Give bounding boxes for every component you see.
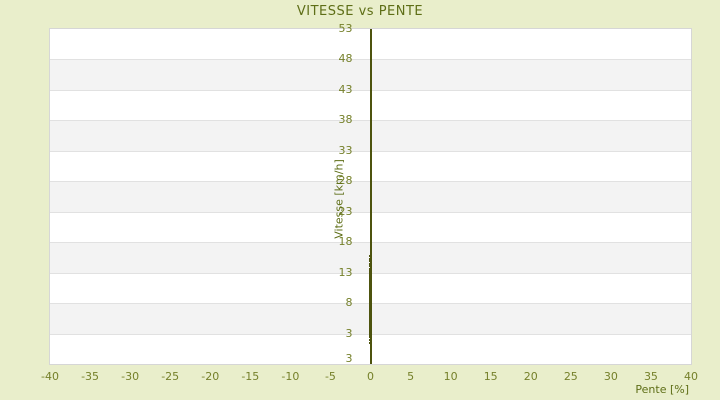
scatter-point xyxy=(369,339,372,342)
y-tick-label: 8 xyxy=(345,296,353,310)
scatter-point xyxy=(369,260,372,263)
x-tick-label: -10 xyxy=(281,370,300,383)
x-tick-label: -20 xyxy=(201,370,220,383)
y-tick-label: 18 xyxy=(338,235,353,249)
x-tick-label: -40 xyxy=(41,370,59,383)
scatter-point xyxy=(369,264,372,267)
y-tick-label: 28 xyxy=(338,174,353,188)
scatter-point xyxy=(369,262,372,265)
x-tick-label: -35 xyxy=(81,370,100,383)
scatter-point xyxy=(369,257,372,260)
x-tick-label: 0 xyxy=(367,370,374,383)
x-tick-label: -15 xyxy=(241,370,260,383)
y-tick-label: 33 xyxy=(338,143,353,157)
x-tick-labels: -40 -35 -30 -25 -20 -15 -10 -5 0 5 10 15 20 25 30 35 40 xyxy=(41,370,698,386)
x-axis-title: Pente [%] xyxy=(635,383,689,396)
x-tick-label: 25 xyxy=(563,370,578,383)
y-tick-label: 23 xyxy=(338,204,353,218)
y-tick-label: 48 xyxy=(338,52,353,66)
y-axis-zero-line xyxy=(369,29,372,364)
x-tick-label: -25 xyxy=(161,370,180,383)
y-tick-label: 3 xyxy=(345,326,353,340)
x-tick-label: 10 xyxy=(443,370,458,383)
x-tick-label: -30 xyxy=(121,370,140,383)
y-axis-title: Vitesse [km/h] xyxy=(332,159,346,239)
y-tick-label: 38 xyxy=(338,113,353,127)
x-tick-label: 5 xyxy=(407,370,415,383)
x-tick-label: 35 xyxy=(643,370,658,383)
x-tick-label: -5 xyxy=(324,370,336,383)
y-tick-label: 53 xyxy=(338,22,353,35)
y-axis-bottom-edge-label: 3 xyxy=(345,352,353,365)
y-tick-label: 13 xyxy=(338,265,353,279)
y-tick-label: 43 xyxy=(338,82,353,96)
chart-title: VITESSE vs PENTE xyxy=(296,4,424,19)
scatter-point xyxy=(369,255,372,258)
x-tick-label: 30 xyxy=(603,370,618,383)
dense-point-cluster xyxy=(369,268,372,338)
x-tick-label: 40 xyxy=(684,370,698,383)
x-tick-label: 20 xyxy=(523,370,538,383)
scatter-point xyxy=(369,342,372,345)
plot-area: 53 48 43 38 33 28 23 18 13 8 3 3 xyxy=(49,22,692,365)
x-tick-label: 15 xyxy=(483,370,498,383)
